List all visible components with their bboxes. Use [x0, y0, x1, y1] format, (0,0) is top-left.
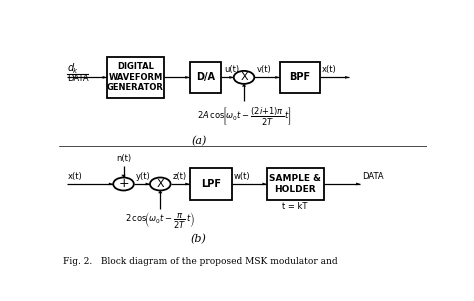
Polygon shape — [275, 76, 280, 79]
Text: v(t): v(t) — [257, 65, 272, 74]
Circle shape — [234, 71, 255, 84]
Text: x(t): x(t) — [322, 65, 337, 74]
Circle shape — [150, 178, 171, 191]
Text: BPF: BPF — [289, 72, 310, 82]
Bar — [190, 168, 232, 200]
Text: (a): (a) — [191, 136, 207, 146]
Polygon shape — [158, 191, 163, 193]
Text: u(t): u(t) — [225, 65, 240, 74]
Polygon shape — [185, 183, 190, 185]
Polygon shape — [242, 84, 246, 87]
Text: d: d — [67, 63, 73, 73]
Text: n(t): n(t) — [116, 154, 131, 163]
Text: D/A: D/A — [196, 72, 215, 82]
Text: LPF: LPF — [201, 179, 221, 189]
Text: SAMPLE &
HOLDER: SAMPLE & HOLDER — [269, 174, 321, 194]
Polygon shape — [121, 175, 126, 178]
Text: DATA: DATA — [67, 74, 89, 83]
Text: $2\,\mathrm{cos}\!\left(\omega_0 t - \dfrac{\pi}{2T}\,t\right)$: $2\,\mathrm{cos}\!\left(\omega_0 t - \df… — [125, 210, 195, 230]
Text: (b): (b) — [191, 234, 207, 245]
Bar — [107, 57, 164, 98]
Polygon shape — [345, 76, 349, 79]
Polygon shape — [229, 76, 234, 79]
Text: $2A\,\mathrm{cos}\!\left[\omega_0 t - \dfrac{(2i{+}1)\pi}{2T}\,t\right]$: $2A\,\mathrm{cos}\!\left[\omega_0 t - \d… — [197, 106, 292, 128]
Polygon shape — [263, 183, 267, 185]
Text: +: + — [118, 178, 129, 191]
Polygon shape — [102, 76, 107, 79]
Text: k: k — [73, 68, 77, 74]
Polygon shape — [109, 183, 113, 185]
Polygon shape — [356, 183, 360, 185]
Bar — [267, 168, 324, 200]
Bar — [280, 62, 320, 93]
Text: x(t): x(t) — [67, 172, 82, 181]
Text: X: X — [156, 179, 164, 189]
Text: t = kT: t = kT — [283, 202, 308, 211]
Text: y(t): y(t) — [136, 172, 150, 181]
Text: DIGITAL
WAVEFORM
GENERATOR: DIGITAL WAVEFORM GENERATOR — [107, 62, 164, 92]
Polygon shape — [146, 183, 150, 185]
Text: X: X — [240, 72, 248, 82]
Text: z(t): z(t) — [173, 172, 186, 181]
Bar — [190, 62, 221, 93]
Circle shape — [113, 178, 134, 191]
Text: DATA: DATA — [362, 172, 384, 181]
Text: w(t): w(t) — [234, 172, 251, 181]
Polygon shape — [185, 76, 190, 79]
Text: Fig. 2.   Block diagram of the proposed MSK modulator and: Fig. 2. Block diagram of the proposed MS… — [63, 256, 337, 265]
